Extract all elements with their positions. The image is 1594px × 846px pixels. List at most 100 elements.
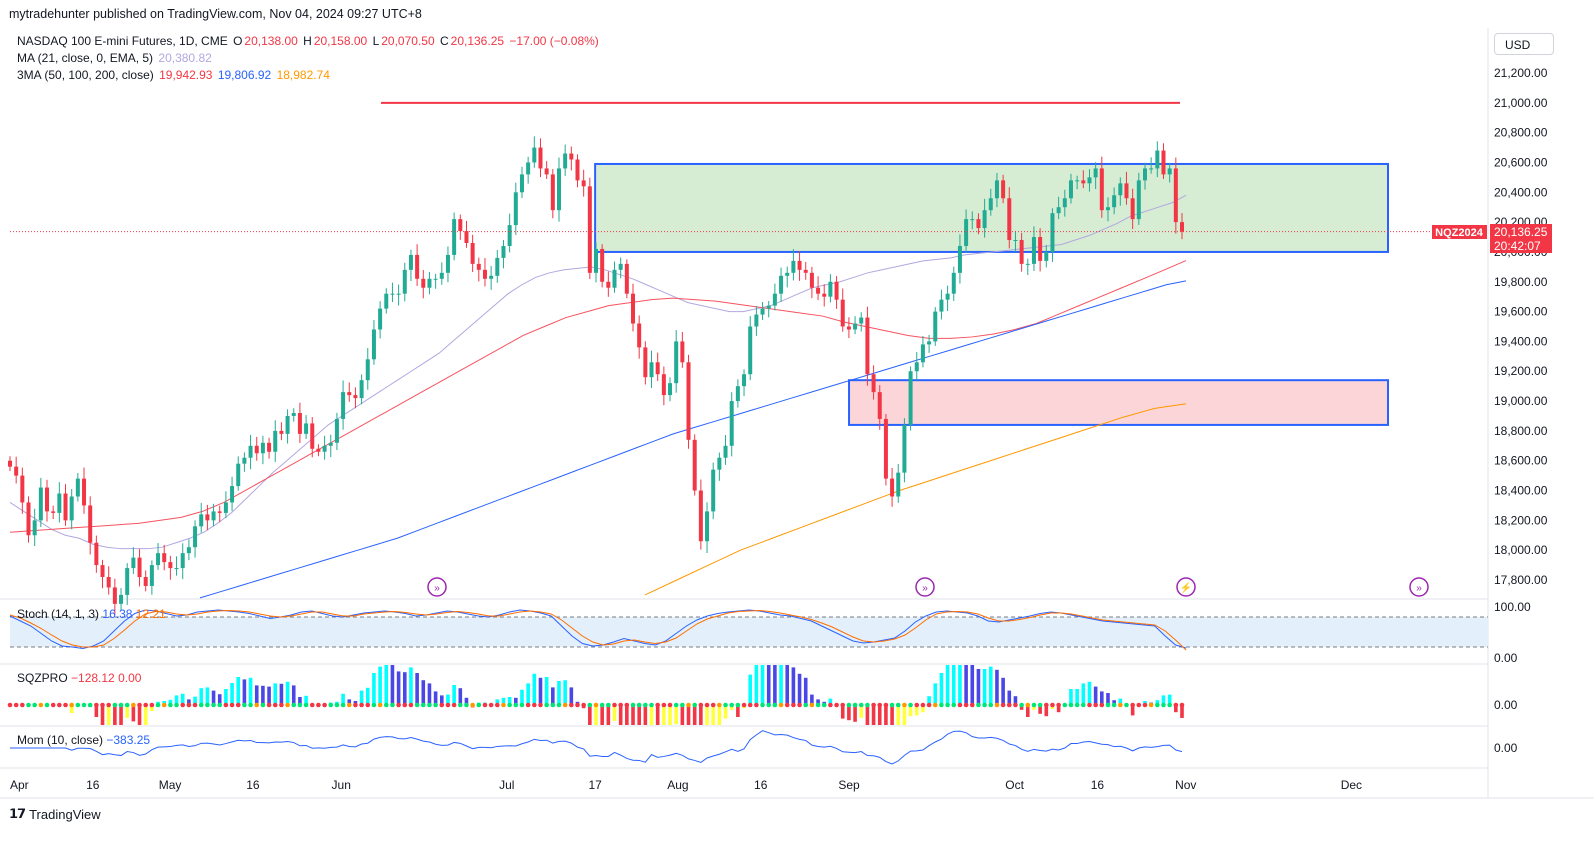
sqz-dot — [346, 702, 352, 708]
stoch-k-line — [9, 609, 1187, 650]
support-zone[interactable] — [848, 379, 1389, 426]
candle-body — [729, 401, 734, 446]
candle-body — [945, 293, 950, 300]
mom-legend[interactable]: Mom (10, close) −383.25 — [17, 733, 150, 747]
tradingview-logo[interactable]: 𝟭𝟳 TradingView — [9, 806, 101, 822]
candle-body — [908, 371, 913, 425]
candle — [353, 387, 358, 409]
sqz-bar — [199, 688, 204, 705]
candle — [661, 366, 666, 406]
close-value: 20,136.25 — [450, 34, 505, 48]
sqz-bar — [612, 705, 617, 721]
time-tick: Jul — [499, 778, 514, 792]
candle-body — [458, 219, 463, 232]
price-tick: 18,600.00 — [1494, 454, 1548, 468]
sqz-dot — [94, 702, 99, 708]
sqz-dot — [272, 702, 278, 708]
sqz-bar — [365, 687, 370, 705]
ma100-value: 19,806.92 — [217, 68, 272, 82]
candle — [1081, 170, 1086, 189]
sqz-dot — [81, 702, 87, 708]
price-tick: 18,000.00 — [1494, 543, 1548, 557]
sqz-dot — [735, 702, 741, 708]
candle — [137, 549, 142, 587]
candle-body — [883, 418, 888, 479]
price-tag[interactable]: NQZ2024 20,136.25 20:42:07 — [1432, 224, 1552, 253]
candle — [822, 284, 827, 307]
sqz-bar — [600, 705, 604, 725]
candle — [507, 213, 512, 253]
candle-body — [816, 287, 821, 294]
sqz-dot — [877, 702, 883, 708]
earnings-marker[interactable]: ⚡ — [1176, 577, 1196, 597]
sqz-dot — [57, 702, 62, 708]
candle — [1001, 174, 1006, 204]
sqz-bar — [939, 673, 944, 705]
sqz-dot — [587, 702, 593, 708]
event-marker[interactable]: » — [1409, 577, 1429, 597]
sqzpro-legend[interactable]: SQZPRO −128.12 0.00 — [17, 671, 141, 685]
candle — [248, 434, 253, 470]
candle — [1075, 175, 1080, 190]
candle-body — [310, 423, 315, 449]
ma-legend[interactable]: MA (21, close, 0, EMA, 5) 20,380.82 — [17, 51, 214, 65]
candle — [242, 452, 247, 472]
candle-body — [106, 577, 111, 588]
candle-body — [649, 362, 654, 378]
candle-body — [803, 269, 808, 273]
candle — [1112, 187, 1117, 215]
sqz-dot — [957, 702, 963, 708]
candle-body — [797, 260, 802, 270]
candle-body — [38, 487, 43, 521]
sqz-dot — [26, 702, 31, 708]
candle-body — [643, 347, 648, 378]
price-axis[interactable]: 21,200.00 21,000.00 20,800.00 20,600.00 20,4… — [1494, 66, 1548, 587]
candle — [341, 380, 346, 430]
sqz-bar — [94, 705, 99, 717]
sqz-bar — [655, 705, 660, 725]
candle-body — [834, 281, 839, 300]
sqz-dot — [303, 702, 309, 708]
candle-body — [914, 362, 919, 372]
candle-body — [32, 520, 37, 536]
candle-body — [587, 186, 592, 273]
candle — [32, 508, 37, 547]
candle-body — [230, 486, 235, 503]
candle — [174, 556, 179, 576]
candle — [994, 172, 999, 208]
event-marker[interactable]: » — [915, 577, 935, 597]
candle — [143, 570, 148, 592]
stoch-legend[interactable]: Stoch (14, 1, 3) 16.38 12.21 — [17, 607, 166, 621]
candle — [748, 316, 753, 381]
candle — [1025, 258, 1030, 276]
sqz-bar — [452, 685, 456, 705]
sqz-bar — [402, 672, 407, 705]
sqz-dot — [501, 702, 506, 708]
candle — [890, 468, 895, 507]
mom-label: Mom (10, close) — [17, 733, 104, 747]
sqz-dot — [883, 702, 889, 708]
candle-body — [427, 278, 432, 288]
time-axis[interactable]: Apr 16 May 16 Jun Jul 17 Aug 16 Sep Oct 16 Nov Dec — [10, 778, 1362, 792]
sqz-dot — [470, 702, 475, 708]
candle-body — [951, 272, 956, 294]
sqz-dot — [1105, 702, 1111, 708]
sqz-bar — [532, 673, 537, 705]
sqz-bar — [1038, 705, 1042, 714]
symbol-name[interactable]: NASDAQ 100 E-mini Futures, 1D, CME — [17, 34, 228, 48]
candle — [668, 377, 673, 402]
sqz-bar — [409, 667, 413, 705]
event-marker[interactable]: » — [427, 577, 447, 597]
candle — [217, 505, 222, 523]
3ma-legend[interactable]: 3MA (50, 100, 200, close) 19,942.93 19,8… — [17, 68, 332, 82]
sqz-bar — [341, 693, 345, 705]
sqz-bar — [1056, 705, 1061, 713]
candle — [1044, 245, 1049, 268]
currency-button[interactable]: USD — [1494, 33, 1554, 55]
candle — [94, 535, 99, 573]
sqz-bar — [433, 691, 438, 705]
sqz-bar — [964, 665, 968, 705]
sqz-bar — [840, 705, 845, 719]
stoch-k: 16.38 — [102, 607, 133, 621]
